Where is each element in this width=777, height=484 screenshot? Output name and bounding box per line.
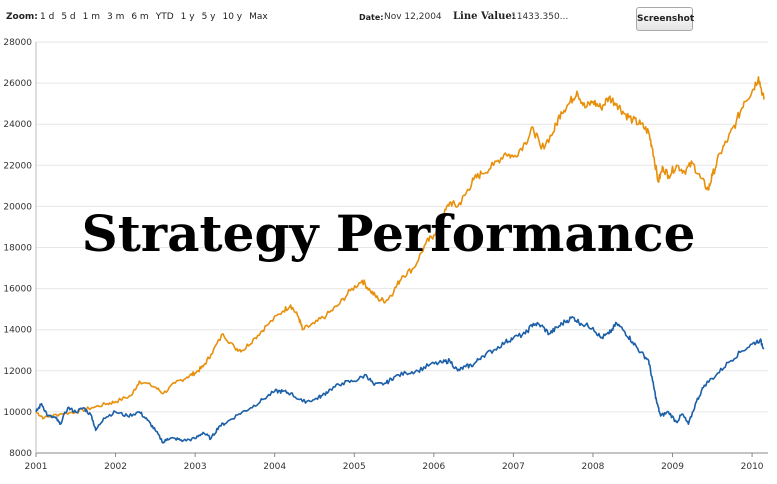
y-tick-label: 12000 [3,367,32,377]
y-tick-label: 18000 [3,244,32,254]
zoom-options: 1 d 5 d 1 m 3 m 6 m YTD 1 y 5 y 10 y Max [40,12,275,22]
zoom-option-max[interactable]: Max [249,12,268,22]
gridlines [36,41,768,454]
y-tick-label: 28000 [3,38,32,48]
x-tick-labels: 2001 2002 2003 2004 2005 2006 2007 2008 2009 2010 [25,462,764,472]
series-line-orange [35,76,765,420]
x-tick-label: 2010 [741,462,764,472]
zoom-option-5y[interactable]: 5 y [201,12,216,22]
axes [35,42,768,457]
y-tick-label: 20000 [3,202,32,212]
x-tick-label: 2006 [422,462,445,472]
x-tick-label: 2003 [184,462,207,472]
zoom-option-ytd[interactable]: YTD [155,12,174,22]
x-tick-label: 2009 [661,462,684,472]
y-tick-label: 24000 [3,120,32,130]
y-tick-label: 22000 [3,161,32,171]
x-tick-label: 2004 [263,462,286,472]
chart-toolbar: Zoom: 1 d 5 d 1 m 3 m 6 m YTD 1 y 5 y 10… [0,0,777,36]
series-line-blue [35,315,765,444]
y-tick-label: 16000 [3,285,32,295]
zoom-option-3m[interactable]: 3 m [106,12,125,22]
zoom-option-10y[interactable]: 10 y [222,12,243,22]
y-tick-labels: 8000 10000 12000 14000 16000 18000 20000 22000 2… [3,38,32,459]
x-tick-label: 2002 [104,462,127,472]
zoom-label: Zoom: [6,12,38,22]
x-tick-label: 2007 [502,462,525,472]
zoom-option-5d[interactable]: 5 d [61,12,76,22]
line-value: 11433.350... [511,12,569,22]
x-tick-label: 2008 [582,462,605,472]
y-tick-label: 10000 [3,408,32,418]
y-tick-label: 8000 [9,449,32,459]
date-value: Nov 12,2004 [384,12,442,22]
zoom-option-6m[interactable]: 6 m [131,12,149,22]
x-tick-label: 2001 [25,462,48,472]
y-tick-label: 14000 [3,326,32,336]
date-label: Date: [359,13,384,22]
x-tick-label: 2005 [343,462,366,472]
zoom-option-1m[interactable]: 1 m [82,12,100,22]
zoom-option-1y[interactable]: 1 y [180,12,195,22]
line-chart[interactable]: 8000 10000 12000 14000 16000 18000 20000 22000 2… [0,36,777,484]
zoom-option-1d[interactable]: 1 d [40,12,55,22]
screenshot-button[interactable]: Screenshot [636,7,694,31]
line-value-label: Line Value: [453,11,516,22]
y-tick-label: 26000 [3,79,32,89]
series-lines [35,76,765,444]
